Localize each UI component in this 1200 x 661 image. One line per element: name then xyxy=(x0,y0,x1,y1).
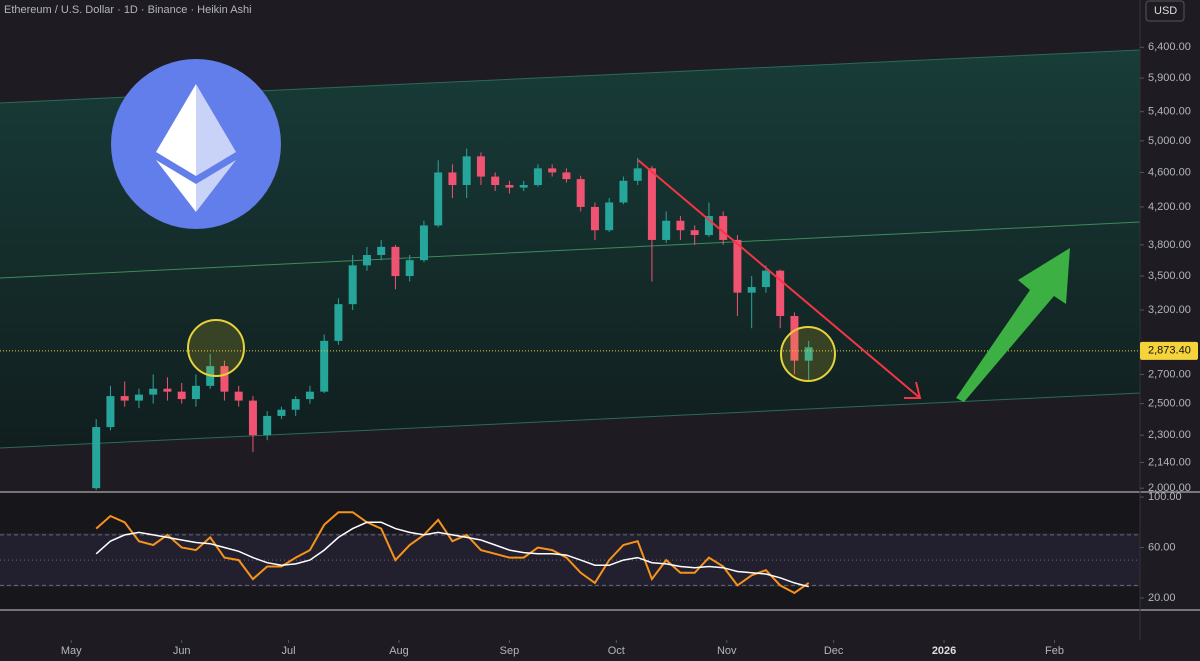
candle-body xyxy=(334,304,343,341)
candle-body xyxy=(476,156,485,177)
last-price-label: 2,873.40 xyxy=(1148,345,1191,357)
y-tick-label: 3,800.00 xyxy=(1148,239,1191,251)
channel-mid xyxy=(0,221,1141,279)
candle-body xyxy=(120,396,129,401)
candle-body xyxy=(149,388,158,395)
candle-body xyxy=(676,220,685,231)
trend-arrowhead xyxy=(904,381,922,399)
x-tick-label: Aug xyxy=(389,645,409,657)
x-tick-label: Jul xyxy=(282,645,296,657)
candle-body xyxy=(662,220,671,240)
rsi-line xyxy=(95,511,810,595)
candle-body xyxy=(277,409,286,416)
y-tick-label: 2,000.00 xyxy=(1148,482,1191,494)
candle-body xyxy=(804,347,813,361)
trend-line xyxy=(637,159,921,399)
candle-body xyxy=(462,156,471,186)
candle-body xyxy=(776,270,785,316)
x-tick-label: Jun xyxy=(173,645,191,657)
candle-body xyxy=(576,179,585,207)
y-tick-label: 100.00 xyxy=(1148,491,1182,503)
candle-body xyxy=(163,388,172,392)
candle-body xyxy=(419,225,428,261)
candle-body xyxy=(320,340,329,392)
y-tick-label: 2,140.00 xyxy=(1148,456,1191,468)
candle-body xyxy=(747,287,756,293)
x-tick-label: Oct xyxy=(608,645,625,657)
x-tick-label: Dec xyxy=(824,645,844,657)
candle-body xyxy=(248,400,257,436)
candle-body xyxy=(605,202,614,231)
y-tick-label: 2,500.00 xyxy=(1148,398,1191,410)
y-tick-label: 5,000.00 xyxy=(1148,135,1191,147)
candle-body xyxy=(533,168,542,186)
highlight-circle xyxy=(780,326,836,382)
last-price-box xyxy=(1140,341,1198,360)
candle-body xyxy=(761,270,770,288)
candle-body xyxy=(263,415,272,436)
y-tick-label: 20.00 xyxy=(1148,592,1176,604)
up-arrow xyxy=(956,248,1070,402)
candle-body xyxy=(134,394,143,401)
y-tick-label: 3,500.00 xyxy=(1148,270,1191,282)
candle-body xyxy=(562,172,571,180)
candle-body xyxy=(491,176,500,186)
candle-body xyxy=(505,185,514,188)
eth-logo-part xyxy=(156,160,196,212)
candle-body xyxy=(448,172,457,186)
candle-body xyxy=(391,246,400,277)
y-tick-label: 4,200.00 xyxy=(1148,201,1191,213)
candle-body xyxy=(362,254,371,266)
y-tick-label: 2,700.00 xyxy=(1148,368,1191,380)
eth-logo-part xyxy=(196,160,236,212)
y-tick-label: 3,200.00 xyxy=(1148,304,1191,316)
x-tick-label: 2026 xyxy=(932,645,956,657)
candle-body xyxy=(106,396,115,428)
rsi-line xyxy=(95,521,809,588)
candle-body xyxy=(92,427,101,489)
y-tick-label: 5,400.00 xyxy=(1148,106,1191,118)
x-tick-label: Feb xyxy=(1045,645,1064,657)
x-tick-label: May xyxy=(61,645,82,657)
candle-body xyxy=(719,216,728,240)
candle-body xyxy=(434,172,443,226)
candle-body xyxy=(377,246,386,255)
plot: 2,000.00 2,140.00 2,300.00 2,500.00 2,700.00… xyxy=(0,41,1198,657)
y-tick-label: 2,300.00 xyxy=(1148,429,1191,441)
candle-body xyxy=(590,206,599,231)
channel xyxy=(0,50,1140,448)
candle-body xyxy=(220,366,229,392)
candles xyxy=(92,148,813,491)
candle-body xyxy=(733,239,742,293)
eth-logo-part xyxy=(156,84,196,176)
candle-body xyxy=(790,315,799,361)
candle-body xyxy=(690,230,699,236)
y-tick-label: 60.00 xyxy=(1148,541,1176,553)
symbol-title: Ethereum / U.S. Dollar · 1D · Binance · … xyxy=(4,4,252,16)
candle-body xyxy=(177,391,186,400)
candle-body xyxy=(348,265,357,305)
x-tick-label: Nov xyxy=(717,645,737,657)
currency: USD xyxy=(1154,5,1177,17)
candle-body xyxy=(647,168,656,240)
candle-body xyxy=(619,180,628,203)
y-tick-label: 6,400.00 xyxy=(1148,41,1191,53)
x-tick-label: Sep xyxy=(500,645,520,657)
candle-body xyxy=(704,216,713,236)
y-tick-label: 5,900.00 xyxy=(1148,72,1191,84)
y-tick-label: 4,600.00 xyxy=(1148,166,1191,178)
currency-box xyxy=(1145,0,1185,22)
candle-body xyxy=(633,168,642,181)
candle-body xyxy=(234,391,243,401)
candle-body xyxy=(305,391,314,400)
candle-body xyxy=(291,399,300,410)
eth-logo-part xyxy=(196,84,236,176)
candle-body xyxy=(548,168,557,173)
candle-body xyxy=(519,185,528,188)
highlight-circle xyxy=(187,319,245,377)
channel-bottom xyxy=(0,392,1141,449)
candle-body xyxy=(405,260,414,277)
candle-body xyxy=(191,385,200,400)
